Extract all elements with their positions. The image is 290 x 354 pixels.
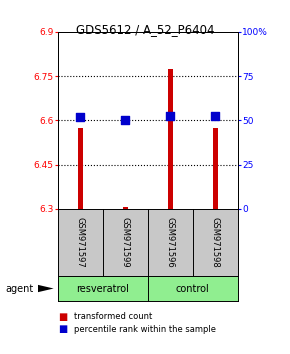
- Bar: [148, 276, 238, 301]
- Text: transformed count: transformed count: [74, 312, 152, 321]
- Polygon shape: [38, 285, 54, 292]
- Text: control: control: [176, 284, 210, 293]
- Text: ■: ■: [58, 324, 67, 334]
- Bar: [103, 209, 148, 276]
- Text: GSM971599: GSM971599: [121, 217, 130, 268]
- Text: agent: agent: [6, 284, 34, 293]
- Point: [78, 115, 83, 120]
- Point: [213, 113, 218, 119]
- Bar: [58, 209, 103, 276]
- Point: [123, 118, 128, 123]
- Bar: [123, 207, 128, 209]
- Bar: [78, 128, 83, 209]
- Text: GDS5612 / A_52_P6404: GDS5612 / A_52_P6404: [76, 23, 214, 36]
- Text: ■: ■: [58, 312, 67, 322]
- Text: percentile rank within the sample: percentile rank within the sample: [74, 325, 216, 334]
- Bar: [193, 209, 238, 276]
- Bar: [148, 209, 193, 276]
- Text: GSM971596: GSM971596: [166, 217, 175, 268]
- Point: [168, 113, 173, 119]
- Bar: [58, 276, 148, 301]
- Text: resveratrol: resveratrol: [77, 284, 129, 293]
- Text: GSM971597: GSM971597: [76, 217, 85, 268]
- Bar: [213, 128, 218, 209]
- Bar: [168, 69, 173, 209]
- Text: GSM971598: GSM971598: [211, 217, 220, 268]
